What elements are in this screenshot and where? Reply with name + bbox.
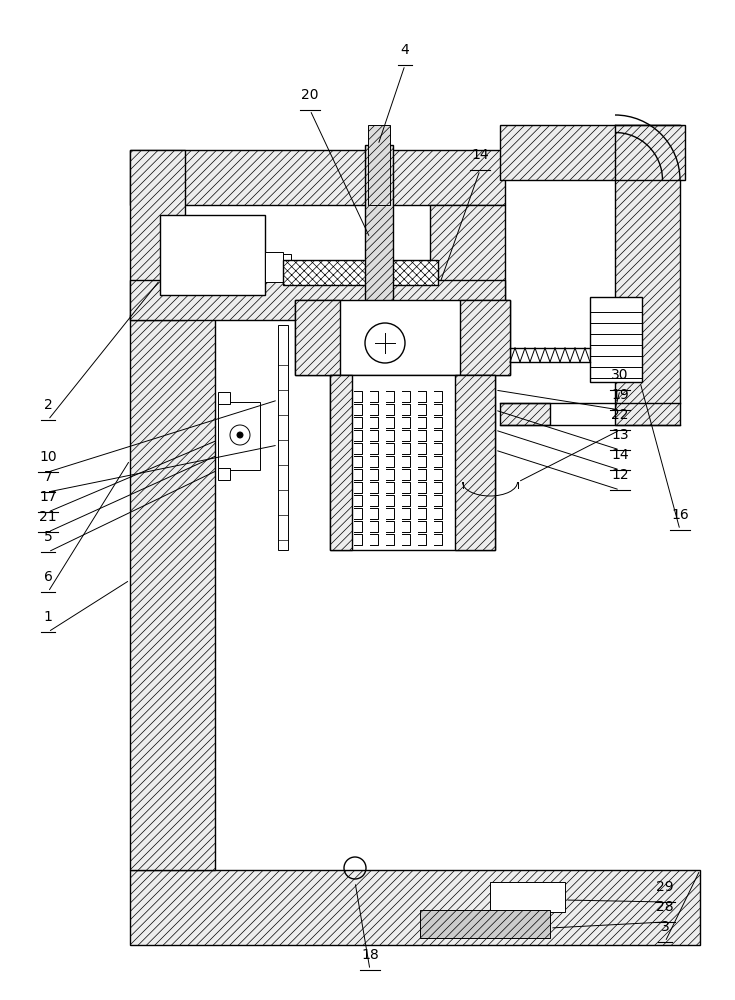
Bar (430, 205, 505, 320)
Bar (368, 125, 390, 205)
Bar (455, 375, 495, 550)
Text: 29: 29 (656, 880, 674, 894)
Text: 2: 2 (43, 398, 52, 412)
Text: 1: 1 (43, 610, 52, 624)
Text: 7: 7 (43, 470, 52, 484)
Bar (330, 375, 495, 550)
Text: 6: 6 (43, 570, 52, 584)
Text: 30: 30 (612, 368, 628, 382)
Bar (218, 392, 230, 404)
Bar (420, 910, 550, 938)
Bar (283, 254, 291, 280)
Bar (283, 260, 438, 285)
Text: 22: 22 (612, 408, 628, 422)
Text: 19: 19 (611, 388, 629, 402)
Bar (500, 403, 550, 425)
Bar (218, 468, 230, 480)
Bar (160, 215, 265, 295)
Bar (365, 145, 393, 425)
Bar (490, 882, 565, 912)
Text: 3: 3 (661, 920, 670, 934)
Text: 20: 20 (301, 88, 319, 102)
Text: 21: 21 (39, 510, 57, 524)
Bar (130, 280, 505, 320)
Text: 14: 14 (471, 148, 489, 162)
Bar (265, 252, 283, 282)
Text: 16: 16 (671, 508, 689, 522)
Bar (295, 300, 340, 375)
Bar (130, 150, 185, 320)
Text: 10: 10 (39, 450, 57, 464)
Bar (218, 402, 260, 470)
Bar (590, 297, 642, 382)
Bar (500, 125, 685, 180)
Text: 12: 12 (612, 468, 629, 482)
Text: 14: 14 (612, 448, 629, 462)
Bar (615, 125, 680, 425)
Text: 17: 17 (39, 490, 57, 504)
Text: 28: 28 (656, 900, 674, 914)
Text: 13: 13 (612, 428, 629, 442)
Text: 4: 4 (401, 43, 409, 57)
Circle shape (237, 432, 243, 438)
Text: 18: 18 (361, 948, 379, 962)
Text: 5: 5 (43, 530, 52, 544)
Bar (295, 300, 510, 375)
Bar (130, 150, 505, 205)
Bar (330, 375, 352, 550)
Bar (278, 325, 288, 550)
Bar (130, 870, 700, 945)
Bar (130, 315, 215, 870)
Bar (460, 300, 510, 375)
